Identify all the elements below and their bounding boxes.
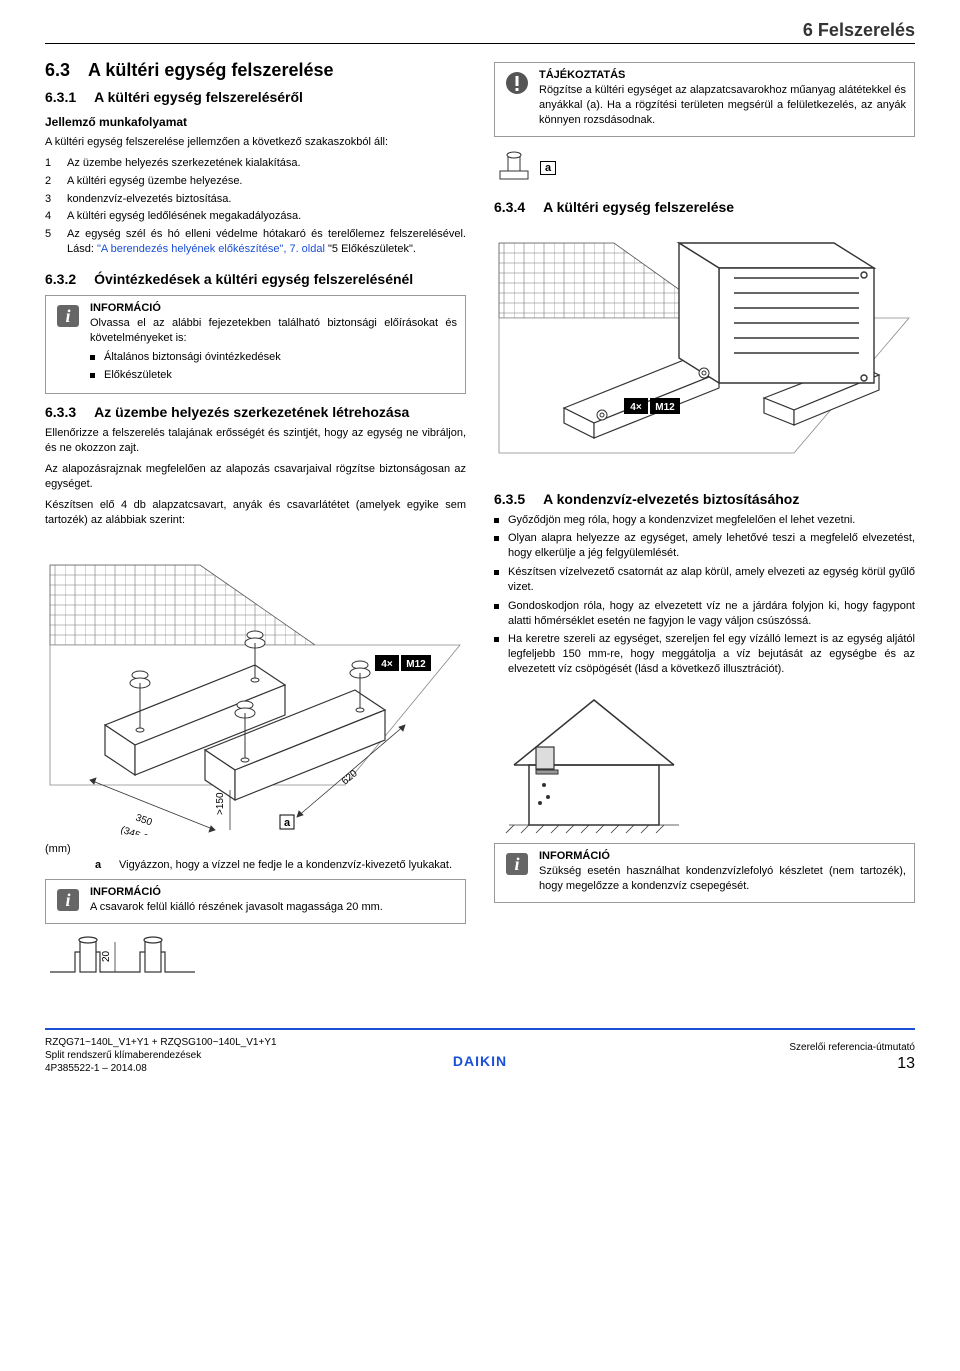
heading-text: A kondenzvíz-elvezetés biztosításához — [543, 491, 799, 507]
step-item: A kültéri egység ledőlésének megakadályo… — [45, 209, 466, 224]
svg-text:i: i — [65, 890, 70, 910]
intro-paragraph: A kültéri egység felszerelése jellemzően… — [45, 135, 466, 150]
heading-text: Az üzembe helyezés szerkezetének létreho… — [94, 404, 409, 420]
paragraph: Készítsen elő 4 db alapzatcsavart, anyák… — [45, 498, 466, 528]
heading-text: A kültéri egység felszerelése — [88, 60, 333, 81]
heading-6-3-5: 6.3.5 A kondenzvíz-elvezetés biztosításá… — [494, 491, 915, 507]
svg-text:i: i — [514, 854, 519, 874]
bullet-item: Készítsen vízelvezető csatornát az alap … — [494, 565, 915, 595]
info-icon: i — [54, 302, 82, 387]
svg-text:i: i — [65, 306, 70, 326]
info-icon: i — [54, 886, 82, 917]
bolt-height-figure: 20 — [45, 932, 466, 992]
heading-6-3: 6.3 A kültéri egység felszerelése — [45, 60, 466, 81]
heading-6-3-1: 6.3.1 A kültéri egység felszereléséről — [45, 89, 466, 105]
a-text: Vigyázzon, hogy a vízzel ne fedje le a k… — [119, 859, 466, 871]
step5-link: "A berendezés helyének előkészítése", 7.… — [97, 243, 325, 255]
heading-text: Óvintézkedések a kültéri egység felszere… — [94, 271, 413, 287]
step-item: kondenzvíz-elvezetés biztosítása. — [45, 192, 466, 207]
svg-text:(345-355): (345-355) — [119, 825, 164, 836]
svg-text:>150: >150 — [215, 792, 226, 815]
left-column: 6.3 A kültéri egység felszerelése 6.3.1 … — [45, 54, 466, 1000]
callout-body: Olvassa el az alábbi fejezetekben találh… — [90, 316, 457, 346]
svg-text:M12: M12 — [406, 659, 426, 670]
info-icon: i — [503, 850, 531, 896]
heading-num: 6.3.5 — [494, 491, 525, 507]
callout-bullets: Általános biztonsági óvintézkedések Elők… — [90, 350, 457, 384]
footer-page-number: 13 — [789, 1054, 915, 1075]
callout-title: INFORMÁCIÓ — [90, 886, 457, 898]
subheading-workflow: Jellemző munkafolyamat — [45, 115, 466, 129]
bullet-item: Általános biztonsági óvintézkedések — [90, 350, 457, 365]
svg-text:a: a — [284, 817, 291, 829]
unit-install-figure: 4× M12 — [494, 223, 915, 483]
bullet-item: Gondoskodjon róla, hogy az elvezetett ví… — [494, 599, 915, 629]
step-item: Az üzembe helyezés szerkezetének kialakí… — [45, 156, 466, 171]
heading-6-3-4: 6.3.4 A kültéri egység felszerelése — [494, 199, 915, 215]
svg-text:4×: 4× — [381, 659, 393, 670]
section-header: 6 Felszerelés — [45, 20, 915, 41]
washer-mini-figure: a — [494, 151, 556, 185]
step-item: Az egység szél és hó elleni védelme hóta… — [45, 227, 466, 257]
notice-icon — [503, 69, 531, 130]
footer-product: Split rendszerű klímaberendezések — [45, 1049, 277, 1062]
right-column: TÁJÉKOZTATÁS Rögzítse a kültéri egységet… — [494, 54, 915, 1000]
callout-body: Szükség esetén használhat kondenzvízlefo… — [539, 864, 906, 894]
a-label: a — [540, 161, 556, 175]
step-item: A kültéri egység üzembe helyezése. — [45, 174, 466, 189]
a-definition: a Vigyázzon, hogy a vízzel ne fedje le a… — [95, 859, 466, 871]
footer-doc-title: Szerelői referencia-útmutató — [789, 1041, 915, 1054]
heading-num: 6.3.2 — [45, 271, 76, 287]
heading-num: 6.3.3 — [45, 404, 76, 420]
foundation-figure: 4× M12 350 (345-355) 620 — [45, 535, 466, 835]
house-figure — [494, 685, 915, 835]
svg-text:20: 20 — [101, 951, 112, 963]
step-list: Az üzembe helyezés szerkezetének kialakí… — [45, 156, 466, 257]
footer-docref: 4P385522-1 – 2014.08 — [45, 1062, 277, 1075]
callout-title: INFORMÁCIÓ — [90, 302, 457, 314]
callout-title: INFORMÁCIÓ — [539, 850, 906, 862]
notice-callout: TÁJÉKOZTATÁS Rögzítse a kültéri egységet… — [494, 62, 915, 137]
info-callout-1: i INFORMÁCIÓ Olvassa el az alábbi fejeze… — [45, 295, 466, 394]
heading-6-3-3: 6.3.3 Az üzembe helyezés szerkezetének l… — [45, 404, 466, 420]
info-callout-right: i INFORMÁCIÓ Szükség esetén használhat k… — [494, 843, 915, 903]
heading-num: 6.3.4 — [494, 199, 525, 215]
callout-body: A csavarok felül kiálló részének javasol… — [90, 900, 457, 915]
paragraph: Ellenőrizze a felszerelés talajának erős… — [45, 426, 466, 456]
heading-text: A kültéri egység felszereléséről — [94, 89, 303, 105]
callout-body: Rögzítse a kültéri egységet az alapzatcs… — [539, 83, 906, 128]
heading-num: 6.3.1 — [45, 89, 76, 105]
a-key: a — [95, 859, 109, 871]
svg-text:M12: M12 — [655, 402, 675, 413]
bullet-item: Győződjön meg róla, hogy a kondenzvizet … — [494, 513, 915, 528]
page-footer: RZQG71~140L_V1+Y1 + RZQSG100~140L_V1+Y1 … — [45, 1028, 915, 1075]
callout-title: TÁJÉKOZTATÁS — [539, 69, 906, 81]
bullet-item: Ha keretre szereli az egységet, szerelje… — [494, 632, 915, 677]
info-callout-2: i INFORMÁCIÓ A csavarok felül kiálló rés… — [45, 879, 466, 924]
heading-num: 6.3 — [45, 60, 70, 81]
heading-6-3-2: 6.3.2 Óvintézkedések a kültéri egység fe… — [45, 271, 466, 287]
footer-model: RZQG71~140L_V1+Y1 + RZQSG100~140L_V1+Y1 — [45, 1036, 277, 1049]
mm-label: (mm) — [45, 843, 466, 855]
top-rule — [45, 43, 915, 44]
svg-text:4×: 4× — [630, 402, 642, 413]
bullet-item: Olyan alapra helyezze az egységet, amely… — [494, 531, 915, 561]
footer-brand: DAIKIN — [453, 1053, 507, 1069]
step5-tail: "5 Előkészületek". — [325, 243, 416, 255]
bullet-item: Előkészületek — [90, 368, 457, 383]
svg-text:350: 350 — [134, 813, 154, 829]
heading-text: A kültéri egység felszerelése — [543, 199, 734, 215]
paragraph: Az alapozásrajznak megfelelően az alapoz… — [45, 462, 466, 492]
drain-bullets: Győződjön meg róla, hogy a kondenzvizet … — [494, 513, 915, 677]
